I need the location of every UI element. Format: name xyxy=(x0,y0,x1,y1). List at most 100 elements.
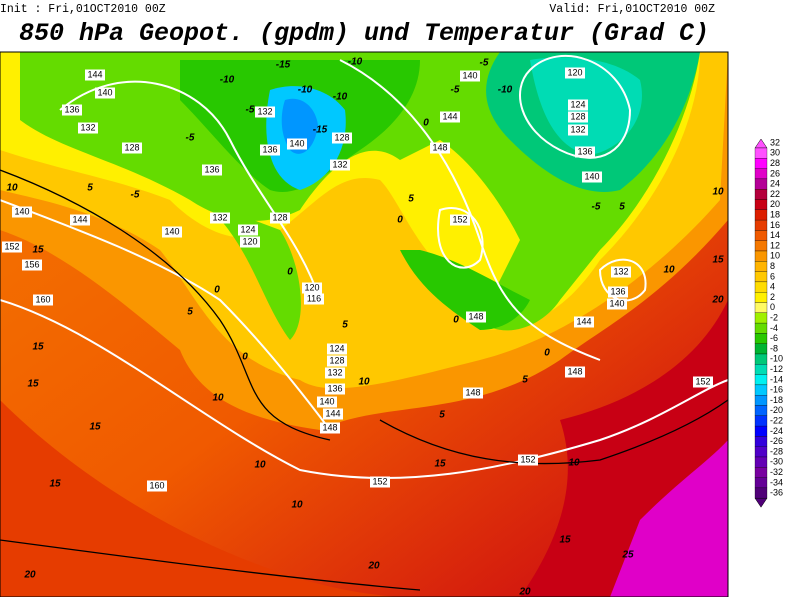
geopotential-label-box xyxy=(568,124,588,136)
colorbar-label: 10 xyxy=(770,251,780,261)
geopotential-label: 132 xyxy=(257,106,272,116)
colorbar-label: 32 xyxy=(770,137,780,147)
colorbar-bin xyxy=(754,456,768,468)
colorbar-label: -16 xyxy=(770,385,783,395)
colorbar-bin xyxy=(754,292,768,303)
colorbar-label: -22 xyxy=(770,415,783,425)
geopotential-label: 136 xyxy=(327,383,342,393)
temperature-label: 15 xyxy=(49,479,61,490)
colorbar-label: 30 xyxy=(770,148,780,158)
temperature-label: 10 xyxy=(291,500,303,511)
colorbar-label: 26 xyxy=(770,168,780,178)
geopotential-label-box xyxy=(582,171,602,183)
map-area xyxy=(0,52,728,597)
temperature-label: -10 xyxy=(333,92,348,103)
valid-time: Valid: Fri,01OCT2010 00Z xyxy=(549,3,715,16)
colorbar-label: -10 xyxy=(770,354,783,364)
colorbar-label: -24 xyxy=(770,426,783,436)
geopotential-label-box xyxy=(302,282,322,294)
colorbar-bin xyxy=(754,158,768,169)
colorbar-label: 24 xyxy=(770,179,780,189)
temperature-label: -10 xyxy=(498,85,513,96)
temperature-label: -5 xyxy=(131,190,140,201)
geopotential-label: 132 xyxy=(332,159,347,169)
geopotential-label: 132 xyxy=(212,212,227,222)
temperature-label: 10 xyxy=(712,187,724,198)
colorbar-label: 2 xyxy=(770,292,775,302)
temperature-label: 0 xyxy=(544,348,550,359)
geopotential-label: 128 xyxy=(272,212,287,222)
geopotential-label: 144 xyxy=(72,214,87,224)
geopotential-label: 140 xyxy=(609,298,624,308)
geopotential-label-box xyxy=(238,224,258,236)
geopotential-label-box xyxy=(122,142,142,154)
colorbar-bin xyxy=(754,281,768,293)
colorbar-label: 18 xyxy=(770,209,780,219)
geopotential-label: 128 xyxy=(329,355,344,365)
temperature-label: 15 xyxy=(434,459,446,470)
geopotential-label: 136 xyxy=(204,164,219,174)
colorbar-bin xyxy=(754,415,768,427)
temperature-label: 10 xyxy=(568,458,580,469)
colorbar-top-arrow xyxy=(754,138,768,149)
geopotential-label-box xyxy=(430,142,450,154)
colorbar-label: -6 xyxy=(770,333,778,343)
geopotential-label: 128 xyxy=(334,132,349,142)
geopotential-label-box xyxy=(440,111,460,123)
geopotential-label-box xyxy=(2,241,22,253)
colorbar-label: -32 xyxy=(770,467,783,477)
geopotential-label: 120 xyxy=(567,67,582,77)
geopotential-label-box xyxy=(147,480,167,492)
geopotential-label: 144 xyxy=(442,111,457,121)
temperature-label: 15 xyxy=(559,535,571,546)
colorbar-bin xyxy=(754,261,768,272)
geopotential-label-box xyxy=(327,355,347,367)
geopotential-label-box xyxy=(162,226,182,238)
geopotential-label: 140 xyxy=(319,396,334,406)
colorbar-label: -30 xyxy=(770,457,783,467)
colorbar-label: -20 xyxy=(770,405,783,415)
geopotential-label: 132 xyxy=(80,122,95,132)
geopotential-label-box xyxy=(450,214,470,226)
temperature-label: 5 xyxy=(522,375,528,386)
colorbar-bin xyxy=(754,271,768,283)
geopotential-label-box xyxy=(332,132,352,144)
temperature-label: 20 xyxy=(367,561,380,572)
temperature-label: 20 xyxy=(23,570,36,581)
temperature-label: 0 xyxy=(397,215,403,226)
colorbar-bin xyxy=(754,209,768,221)
colorbar-bin xyxy=(754,199,768,210)
geopotential-label-box xyxy=(78,122,98,134)
temperature-label: 15 xyxy=(89,422,101,433)
temperature-label: 5 xyxy=(187,307,193,318)
temperature-label: 0 xyxy=(423,118,429,129)
geopotential-label-box xyxy=(304,293,324,305)
temperature-label: -5 xyxy=(480,58,489,69)
geopotential-label-box xyxy=(518,454,538,466)
geopotential-label: 116 xyxy=(307,293,321,303)
geopotential-label-box xyxy=(611,266,631,278)
geopotential-label: 144 xyxy=(576,316,591,326)
temperature-label: -10 xyxy=(348,57,363,68)
colorbar-label: 6 xyxy=(770,271,775,281)
geopotential-label-box xyxy=(565,366,585,378)
colorbar-bottom-arrow xyxy=(754,497,768,508)
geopotential-label: 140 xyxy=(462,70,477,80)
colorbar-label: 14 xyxy=(770,230,780,240)
geopotential-label-box xyxy=(325,367,345,379)
geopotential-label: 120 xyxy=(304,282,319,292)
temperature-label: 10 xyxy=(212,393,224,404)
geopotential-label: 152 xyxy=(452,214,467,224)
geopotential-label: 136 xyxy=(577,146,592,156)
geopotential-label-box xyxy=(466,311,486,323)
geopotential-label-box xyxy=(325,383,345,395)
geopotential-label-box xyxy=(323,408,343,420)
geopotential-label: 144 xyxy=(87,69,102,79)
geopotential-label: 140 xyxy=(289,138,304,148)
geopotential-label: 152 xyxy=(4,241,19,251)
geopotential-label: 140 xyxy=(164,226,179,236)
geopotential-label-box xyxy=(370,476,390,488)
geopotential-label-box xyxy=(574,316,594,328)
